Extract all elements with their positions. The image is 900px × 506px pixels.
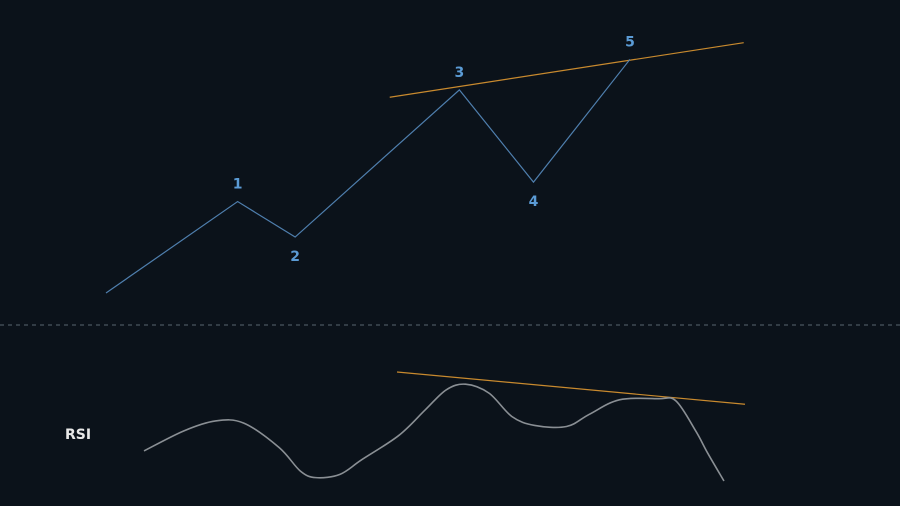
- wave-label-3: 3: [454, 65, 464, 81]
- wave-label-1: 1: [233, 177, 243, 193]
- price-panel: 1 2 3 4 5: [105, 34, 744, 294]
- wave-label-2: 2: [290, 249, 300, 265]
- price-trendline: [389, 42, 744, 98]
- rsi-trendline: [396, 371, 746, 405]
- price-wave-line: [105, 58, 631, 294]
- wave-label-4: 4: [529, 194, 539, 210]
- rsi-indicator-label: RSI: [65, 427, 91, 443]
- rsi-panel: RSI: [65, 371, 746, 482]
- wave-label-5: 5: [625, 34, 635, 50]
- rsi-line: [143, 383, 725, 482]
